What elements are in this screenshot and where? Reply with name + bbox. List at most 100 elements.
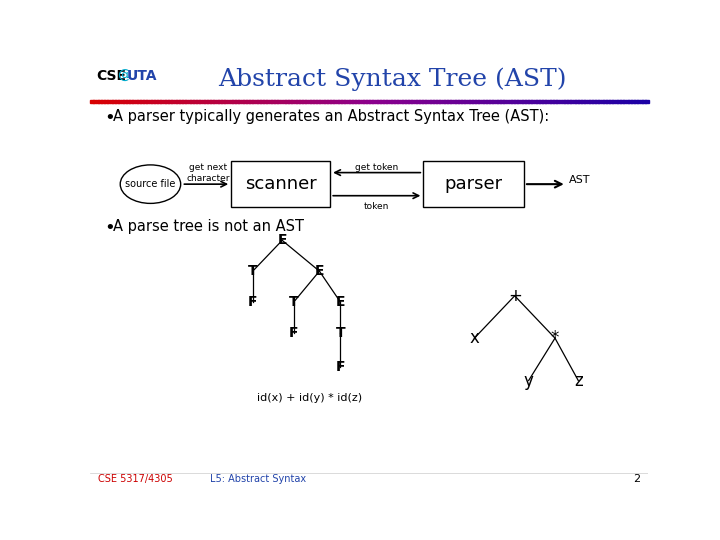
Bar bbox=[483, 100, 487, 103]
Bar bbox=[559, 100, 562, 103]
Bar bbox=[145, 100, 149, 103]
Bar bbox=[438, 100, 442, 103]
Bar bbox=[481, 100, 484, 103]
Bar bbox=[307, 100, 311, 103]
Bar bbox=[508, 100, 512, 103]
Bar bbox=[240, 100, 244, 103]
Bar bbox=[612, 100, 616, 103]
Bar bbox=[389, 100, 392, 103]
Bar bbox=[193, 100, 197, 103]
Bar bbox=[366, 100, 370, 103]
Bar bbox=[564, 100, 568, 103]
Text: T: T bbox=[289, 295, 299, 309]
Bar bbox=[358, 100, 361, 103]
Bar bbox=[129, 100, 132, 103]
Bar bbox=[459, 100, 462, 103]
Bar bbox=[99, 100, 102, 103]
Bar bbox=[132, 100, 135, 103]
Bar bbox=[436, 100, 439, 103]
Bar bbox=[486, 100, 490, 103]
Bar bbox=[623, 100, 626, 103]
Bar bbox=[199, 100, 202, 103]
Bar bbox=[542, 100, 546, 103]
Bar bbox=[422, 100, 426, 103]
Bar bbox=[450, 100, 454, 103]
Text: y: y bbox=[523, 372, 534, 389]
Bar bbox=[274, 100, 278, 103]
Bar bbox=[547, 100, 551, 103]
Bar bbox=[523, 100, 526, 103]
Bar bbox=[593, 100, 595, 103]
Bar bbox=[269, 100, 272, 103]
Bar bbox=[190, 100, 194, 103]
Bar bbox=[188, 100, 192, 103]
Bar bbox=[617, 100, 621, 103]
Bar bbox=[498, 100, 501, 103]
Text: CSE: CSE bbox=[96, 69, 126, 83]
Bar bbox=[202, 100, 205, 103]
Bar bbox=[135, 100, 138, 103]
Bar bbox=[336, 100, 339, 103]
Bar bbox=[478, 100, 482, 103]
Bar bbox=[285, 100, 289, 103]
Bar bbox=[545, 100, 549, 103]
Bar bbox=[598, 100, 601, 103]
Bar bbox=[394, 100, 397, 103]
Bar bbox=[140, 100, 144, 103]
Bar bbox=[349, 100, 353, 103]
Bar bbox=[503, 100, 506, 103]
Bar bbox=[645, 100, 649, 103]
Text: get token: get token bbox=[355, 164, 398, 172]
Bar bbox=[408, 100, 412, 103]
Bar bbox=[405, 100, 409, 103]
Text: T: T bbox=[336, 326, 345, 340]
Bar bbox=[341, 100, 345, 103]
Bar bbox=[642, 100, 646, 103]
Bar bbox=[639, 100, 643, 103]
Bar bbox=[562, 100, 565, 103]
Bar bbox=[534, 100, 537, 103]
Bar bbox=[327, 100, 330, 103]
Text: E: E bbox=[277, 233, 287, 247]
Bar bbox=[291, 100, 294, 103]
Bar bbox=[266, 100, 269, 103]
Bar bbox=[249, 100, 253, 103]
Text: *: * bbox=[551, 329, 559, 347]
Bar bbox=[260, 100, 264, 103]
Bar bbox=[609, 100, 613, 103]
Text: F: F bbox=[248, 295, 258, 309]
Bar bbox=[603, 100, 607, 103]
Bar bbox=[615, 100, 618, 103]
Bar bbox=[182, 100, 186, 103]
Bar bbox=[469, 100, 473, 103]
Bar bbox=[570, 100, 573, 103]
Bar bbox=[246, 100, 250, 103]
Bar bbox=[148, 100, 152, 103]
Bar bbox=[584, 100, 588, 103]
Bar bbox=[634, 100, 638, 103]
Bar bbox=[400, 100, 403, 103]
Bar bbox=[305, 100, 308, 103]
Bar bbox=[567, 100, 571, 103]
Bar bbox=[90, 100, 94, 103]
Bar bbox=[118, 100, 122, 103]
Bar bbox=[101, 100, 104, 103]
Bar bbox=[157, 100, 161, 103]
Bar bbox=[411, 100, 415, 103]
Bar bbox=[297, 100, 300, 103]
Bar bbox=[104, 100, 107, 103]
Bar bbox=[431, 100, 434, 103]
Bar bbox=[526, 100, 528, 103]
Bar bbox=[575, 100, 579, 103]
Bar bbox=[556, 100, 559, 103]
Bar bbox=[444, 100, 448, 103]
Bar bbox=[207, 100, 211, 103]
Bar bbox=[578, 100, 582, 103]
Bar bbox=[520, 100, 523, 103]
Bar bbox=[590, 100, 593, 103]
Bar bbox=[302, 100, 305, 103]
Bar bbox=[392, 100, 395, 103]
Bar bbox=[221, 100, 225, 103]
Bar bbox=[112, 100, 116, 103]
Bar bbox=[124, 100, 127, 103]
